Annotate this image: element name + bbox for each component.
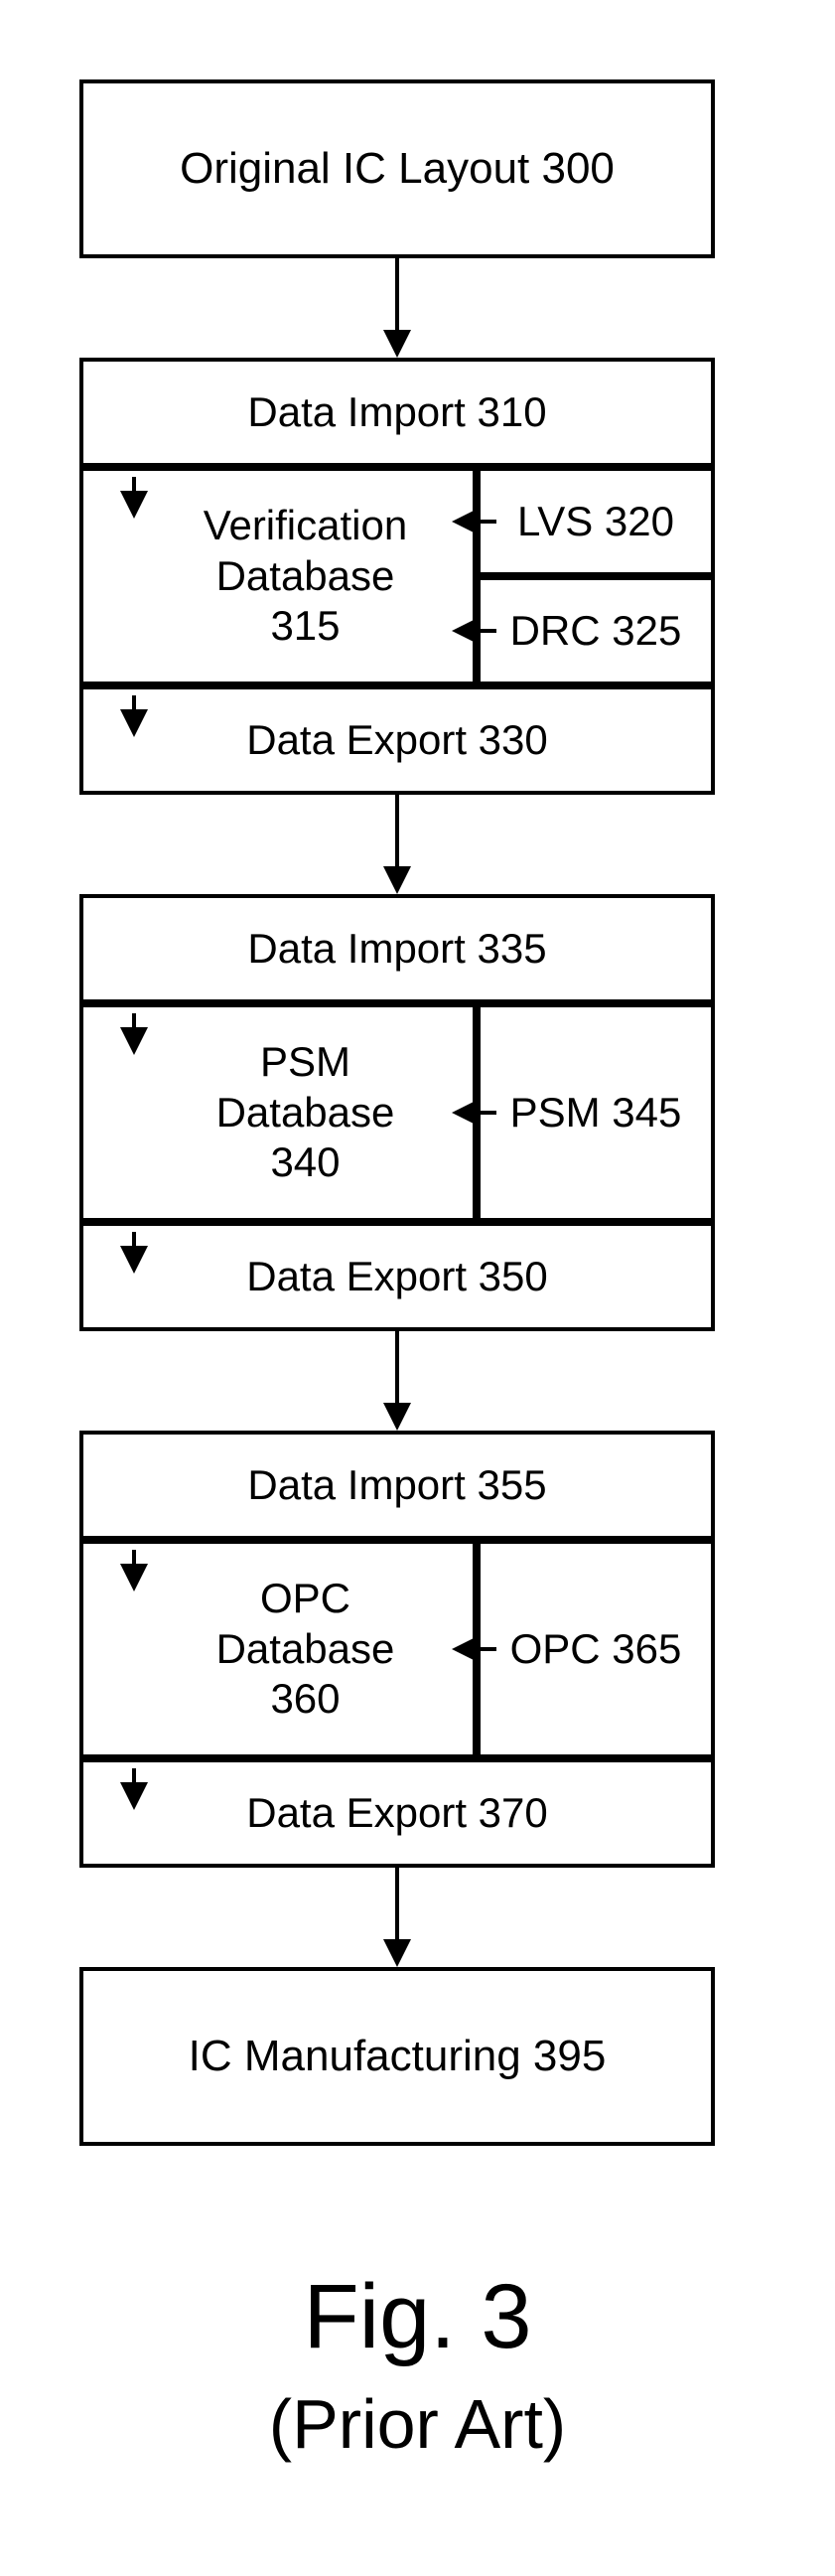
s3-inner-arrow-2: [116, 1768, 152, 1814]
s2-inner-arrow-1: [116, 1013, 152, 1059]
s1-arrow-lvs: [452, 504, 500, 539]
s1-arrow-drc: [452, 613, 500, 649]
arrow-3: [379, 1868, 415, 1971]
s3-inner-arrow-1: [116, 1550, 152, 1595]
ic-manufacturing-box: IC Manufacturing 395: [79, 1967, 715, 2146]
ic-manufacturing-box-label: IC Manufacturing 395: [189, 2031, 607, 2083]
arrow-2: [379, 1331, 415, 1435]
s1-inner-arrow-2: [116, 695, 152, 741]
original-layout-box-label: Original IC Layout 300: [180, 143, 615, 196]
s2-inner-arrow-2: [116, 1232, 152, 1278]
s3-outer: [79, 1431, 715, 1868]
original-layout-box: Original IC Layout 300: [79, 79, 715, 258]
s1-inner-arrow-1: [116, 477, 152, 523]
figure-caption: Fig. 3: [0, 2265, 835, 2369]
s2-outer: [79, 894, 715, 1331]
figure-subcaption: (Prior Art): [0, 2384, 835, 2464]
arrow-0: [379, 258, 415, 362]
s1-outer: [79, 358, 715, 795]
s3-arrow-opc: [452, 1631, 500, 1667]
s2-arrow-psm: [452, 1095, 500, 1131]
arrow-1: [379, 795, 415, 898]
